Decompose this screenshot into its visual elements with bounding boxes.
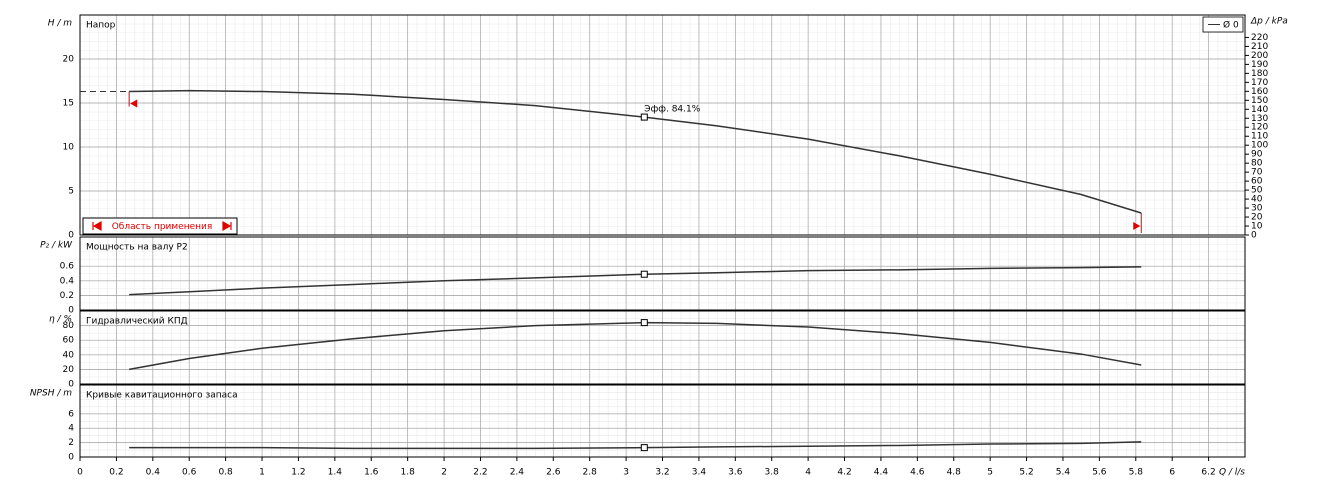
- y2-tick-label: 180: [1251, 69, 1268, 79]
- x-tick-label: 4.2: [837, 468, 851, 478]
- legend-label: Ø 0: [1223, 20, 1239, 31]
- y2-tick-label: 150: [1251, 96, 1268, 106]
- y2-tick-label: 100: [1251, 141, 1268, 151]
- x-tick-label: 0.4: [146, 468, 161, 478]
- y2-tick-label: 200: [1251, 51, 1268, 61]
- y2-tick-label: 170: [1251, 78, 1268, 88]
- range-label: Область применения: [112, 222, 213, 232]
- y-tick-label: 20: [63, 365, 75, 375]
- y-axis-label: NPSH / m: [30, 389, 72, 399]
- x-tick-label: 1: [259, 468, 265, 478]
- x-tick-label: 3.2: [655, 468, 669, 478]
- x-tick-label: 5.4: [1056, 468, 1071, 478]
- x-tick-label: 0.6: [182, 468, 197, 478]
- y-tick-label: 5: [68, 187, 74, 197]
- y-tick-label: 40: [63, 350, 75, 360]
- operating-point: [640, 444, 648, 452]
- x-axis-label: Q / l/s: [1219, 468, 1245, 478]
- x-tick-label: 3: [623, 468, 629, 478]
- y-tick-label: 20: [63, 55, 75, 65]
- panel-frame: [79, 14, 1246, 236]
- x-tick-label: 1.6: [364, 468, 379, 478]
- x-tick-label: 6.2: [1201, 468, 1215, 478]
- y2-tick-label: 220: [1251, 33, 1268, 43]
- y-axis-label: η / %: [49, 315, 72, 325]
- x-tick-label: 4.4: [874, 468, 889, 478]
- y2-tick-label: 160: [1251, 87, 1268, 97]
- x-tick-label: 5.2: [1019, 468, 1033, 478]
- y-tick-label: 0: [68, 453, 74, 463]
- x-tick-label: 4.8: [947, 468, 962, 478]
- x-tick-label: 2.4: [510, 468, 525, 478]
- x-tick-label: 1.2: [291, 468, 305, 478]
- range-box: [82, 217, 238, 235]
- panel-title: Мощность на валу P2: [86, 243, 188, 253]
- y-tick-label: 0.6: [60, 262, 75, 272]
- y-tick-label: 0: [68, 380, 74, 390]
- y2-tick-label: 40: [1251, 195, 1263, 205]
- y2-tick-label: 110: [1251, 132, 1268, 142]
- y2-tick-label: 120: [1251, 123, 1268, 133]
- y-tick-label: 0: [68, 231, 74, 241]
- y-tick-label: 10: [63, 143, 75, 153]
- range-box-icon: [92, 220, 232, 232]
- operating-point: [640, 270, 648, 278]
- x-tick-label: 1.4: [328, 468, 343, 478]
- x-tick-label: 3.4: [692, 468, 707, 478]
- y-tick-label: 0.4: [60, 276, 75, 286]
- panel-title: Гидравлический КПД: [86, 317, 188, 327]
- x-tick-label: 3.8: [765, 468, 780, 478]
- y2-tick-label: 50: [1251, 186, 1263, 196]
- y-tick-label: 4: [68, 424, 74, 434]
- panel-title: Напор: [86, 21, 116, 31]
- x-tick-label: 2.2: [473, 468, 487, 478]
- y2-tick-label: 130: [1251, 114, 1268, 124]
- y-axis-label: P₂ / kW: [40, 241, 73, 251]
- y2-tick-label: 140: [1251, 105, 1268, 115]
- y-tick-label: 6: [68, 409, 74, 419]
- x-tick-label: 5: [987, 468, 993, 478]
- y2-tick-label: 20: [1251, 213, 1263, 223]
- range-arrow: [130, 99, 138, 108]
- y2-tick-label: 210: [1251, 42, 1268, 52]
- x-tick-label: 2: [441, 468, 447, 478]
- y-tick-label: 0: [68, 306, 74, 316]
- y2-tick-label: 190: [1251, 60, 1268, 70]
- y2-axis-label: Δp / kPa: [1250, 17, 1288, 27]
- x-tick-label: 3.6: [728, 468, 743, 478]
- y2-tick-label: 90: [1251, 150, 1263, 160]
- x-tick-label: 2.6: [546, 468, 561, 478]
- point-label: Эфф. 84.1%: [644, 105, 700, 115]
- operating-point: [640, 113, 648, 121]
- y2-tick-label: 0: [1251, 231, 1257, 241]
- y-tick-label: 0.2: [60, 291, 74, 301]
- operating-point: [640, 319, 648, 327]
- legend-box: [1202, 16, 1244, 33]
- panel-title: Кривые кавитационного запаса: [86, 391, 238, 401]
- y-tick-label: 80: [63, 321, 75, 331]
- y2-tick-label: 60: [1251, 177, 1263, 187]
- panel-frame: [79, 310, 1246, 385]
- x-tick-label: 1.8: [400, 468, 415, 478]
- x-tick-label: 5.8: [1129, 468, 1144, 478]
- x-tick-label: 0.2: [109, 468, 123, 478]
- x-tick-label: 2.8: [583, 468, 598, 478]
- y-tick-label: 60: [63, 336, 75, 346]
- range-arrow: [1133, 222, 1141, 230]
- y-tick-label: 2: [68, 438, 74, 448]
- panel-frame: [79, 236, 1246, 311]
- y2-tick-label: 10: [1251, 222, 1263, 232]
- y-axis-label: H / m: [48, 19, 73, 29]
- x-tick-label: 6: [1169, 468, 1175, 478]
- x-tick-label: 5.6: [1092, 468, 1107, 478]
- x-tick-label: 0: [77, 468, 83, 478]
- y2-tick-label: 30: [1251, 204, 1263, 214]
- x-tick-label: 0.8: [218, 468, 233, 478]
- y2-tick-label: 80: [1251, 159, 1263, 169]
- x-tick-label: 4.6: [910, 468, 925, 478]
- x-tick-label: 4: [805, 468, 811, 478]
- y2-tick-label: 70: [1251, 168, 1263, 178]
- y-tick-label: 15: [63, 99, 74, 109]
